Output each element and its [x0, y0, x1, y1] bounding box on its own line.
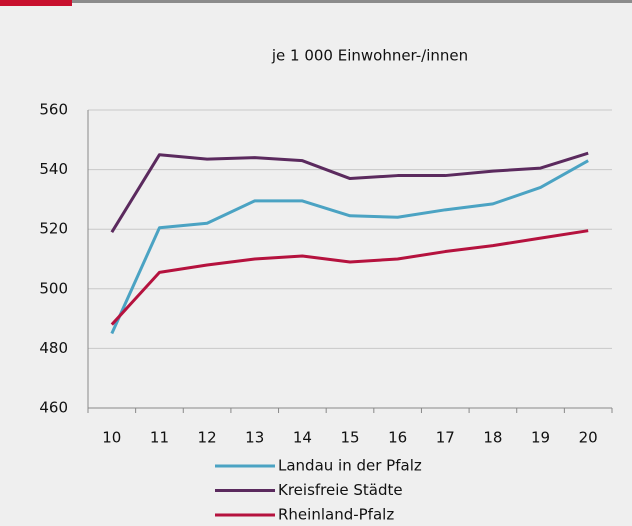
y-tick-label: 480: [39, 339, 68, 357]
x-tick-label: 13: [245, 429, 264, 447]
x-tick-label: 16: [388, 429, 407, 447]
x-tick-label: 10: [102, 429, 121, 447]
y-tick-label: 460: [39, 399, 68, 417]
y-tick-label: 560: [39, 101, 68, 119]
y-tick-label: 520: [39, 220, 68, 238]
x-tick-label: 18: [483, 429, 502, 447]
top-rule: [0, 0, 632, 3]
data-line: [110, 151, 589, 233]
x-tick-label: 15: [340, 429, 359, 447]
chart-title: je 1 000 Einwohner-/innen: [271, 47, 468, 65]
x-tick-label: 20: [579, 429, 598, 447]
x-tick-label: 12: [198, 429, 217, 447]
data-line: [110, 229, 589, 326]
data-line: [110, 159, 589, 335]
legend-label: Kreisfreie Städte: [278, 481, 403, 499]
legend-label: Rheinland-Pfalz: [278, 506, 394, 524]
legend-label: Landau in der Pfalz: [278, 457, 422, 475]
x-tick-label: 14: [293, 429, 312, 447]
x-tick-label: 11: [150, 429, 169, 447]
x-tick-label: 17: [436, 429, 455, 447]
y-tick-label: 500: [39, 279, 68, 297]
top-accent: [0, 0, 72, 6]
y-tick-label: 540: [39, 160, 68, 178]
x-tick-label: 19: [531, 429, 550, 447]
